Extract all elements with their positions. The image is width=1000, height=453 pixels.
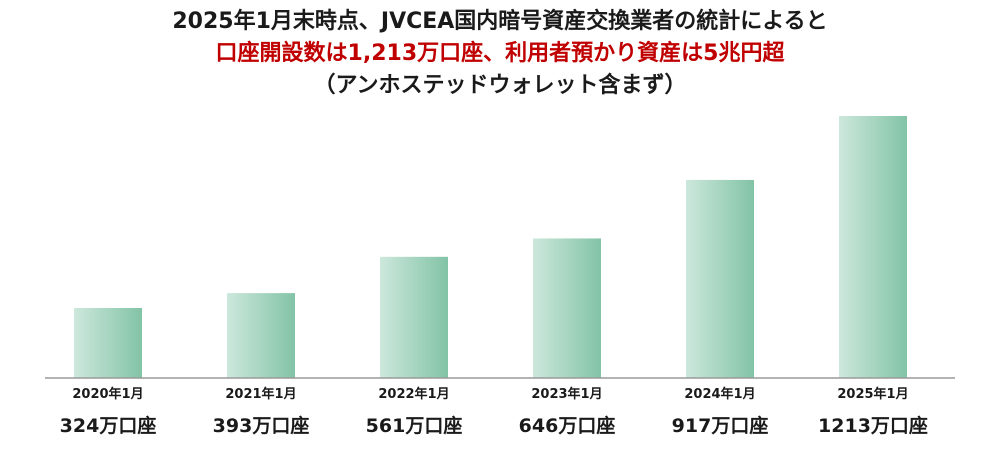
x-tick-label: 2022年1月 — [378, 386, 449, 402]
bar-5 — [686, 179, 754, 378]
value-label: 646万口座 — [519, 414, 616, 437]
x-tick-label: 2021年1月 — [225, 386, 296, 402]
bar-1 — [74, 308, 142, 378]
value-label: 393万口座 — [213, 414, 310, 437]
bar-4 — [533, 238, 601, 378]
value-label: 1213万口座 — [818, 414, 928, 437]
value-label: 561万口座 — [366, 414, 463, 437]
x-tick-label: 2023年1月 — [531, 386, 602, 402]
bar-6 — [839, 116, 907, 378]
labels-group: 2020年1月 324万口座 2021年1月 393万口座 2022年1月 561万口座 2… — [60, 386, 928, 437]
bars-group — [74, 116, 907, 378]
title-line-2-highlight: 口座開設数は1,213万口座、利用者預かり資産は5兆円超 — [215, 41, 785, 66]
chart-title: 2025年1月末時点、JVCEA国内暗号資産交換業者の統計によると 口座開設数は… — [0, 6, 1000, 102]
x-tick-label: 2025年1月 — [837, 386, 908, 402]
title-line-1: 2025年1月末時点、JVCEA国内暗号資産交換業者の統計によると — [172, 9, 828, 34]
bar-3 — [380, 256, 448, 378]
value-label: 917万口座 — [672, 414, 769, 437]
x-tick-label: 2020年1月 — [72, 386, 143, 402]
bar-2 — [227, 293, 295, 378]
x-tick-label: 2024年1月 — [684, 386, 755, 402]
value-label: 324万口座 — [60, 414, 157, 437]
title-line-3: （アンホステッドウォレット含まず） — [313, 73, 687, 98]
